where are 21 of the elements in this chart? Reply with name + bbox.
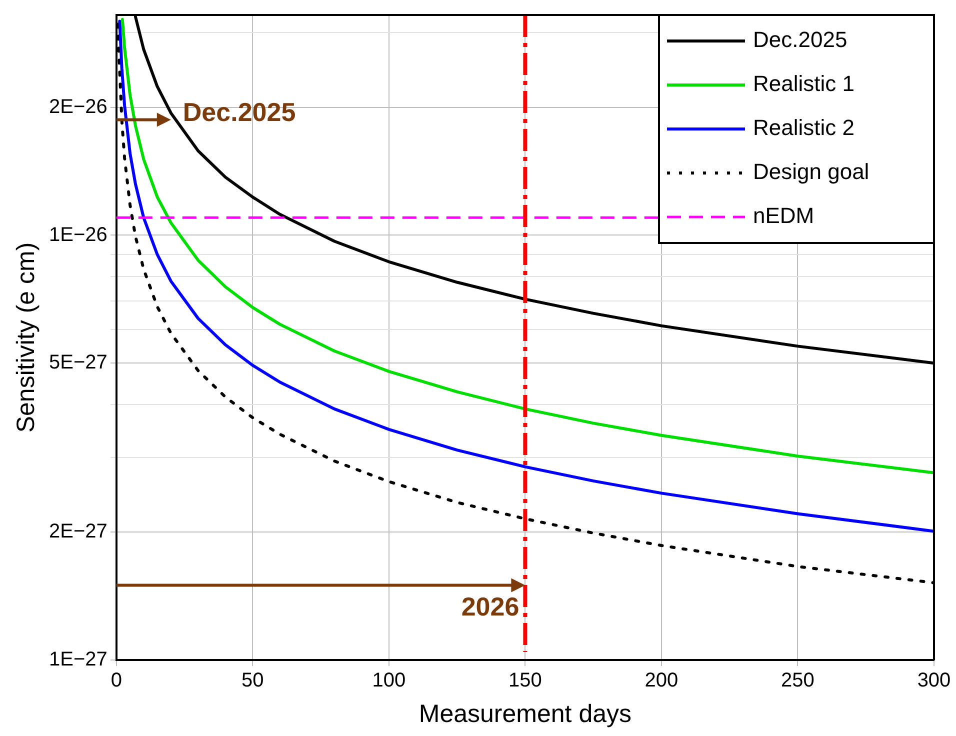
annotation: Dec.2025	[182, 96, 296, 127]
annotation: 2026	[461, 591, 520, 622]
legend-label: Realistic 2	[753, 115, 854, 140]
y-axis-title: Sensitivity (e cm)	[12, 242, 40, 433]
x-tick-label: 100	[372, 670, 406, 692]
ref-line-label: nEDM	[753, 203, 814, 228]
x-tick-label: 50	[242, 670, 264, 692]
y-tick-label: 2E−27	[49, 520, 108, 543]
y-tick-label: 1E−26	[49, 224, 108, 246]
x-tick-label: 250	[781, 670, 814, 692]
legend-label: Design goal	[753, 159, 870, 184]
x-axis-title: Measurement days	[418, 700, 632, 728]
legend-label: Realistic 1	[753, 71, 854, 96]
y-tick-label: 2E−26	[49, 96, 108, 118]
x-tick-label: 0	[110, 670, 122, 692]
y-tick-label: 5E−27	[49, 352, 108, 374]
legend-label: Dec.2025	[753, 27, 848, 52]
y-tick-label: 1E−27	[49, 648, 108, 671]
x-tick-label: 300	[917, 670, 951, 692]
x-tick-label: 150	[508, 670, 542, 692]
x-tick-label: 200	[644, 670, 678, 692]
